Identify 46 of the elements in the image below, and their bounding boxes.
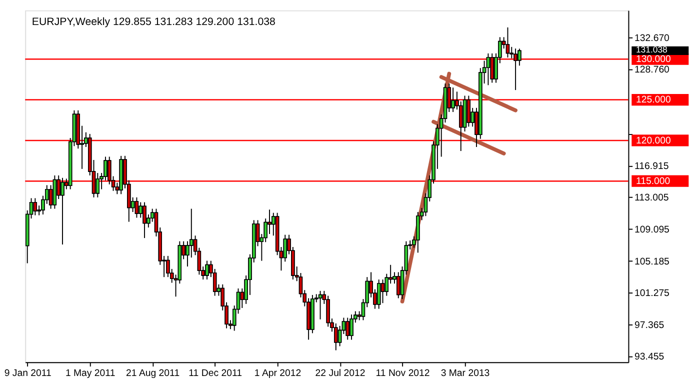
y-tick-label: 109.095 — [634, 224, 670, 236]
x-tick-label: 11 Nov 2012 — [376, 368, 430, 380]
candlestick — [380, 279, 385, 304]
y-tick-label: 132.670 — [634, 32, 670, 44]
y-tick-label: 116.915 — [634, 160, 669, 172]
x-tick-label: 11 Dec 2011 — [188, 368, 242, 380]
x-tick-label: 22 Jul 2012 — [315, 368, 366, 380]
candlestick — [33, 198, 38, 216]
y-tick-label: 93.455 — [634, 352, 664, 363]
candlestick — [396, 272, 400, 299]
ref-line-label: 120.000 — [636, 135, 671, 146]
candlestick — [60, 177, 64, 246]
ref-line-label: 130.000 — [636, 54, 671, 66]
candlestick — [377, 279, 381, 310]
candlestick — [451, 87, 455, 112]
candlestick — [318, 290, 322, 320]
ref-line-label: 115.000 — [636, 176, 670, 188]
candlestick — [108, 156, 112, 185]
candlestick — [326, 295, 330, 328]
candlestick — [142, 202, 146, 239]
x-tick-label: 21 Aug 2011 — [126, 368, 180, 380]
y-tick-label: 97.365 — [634, 320, 664, 331]
y-tick-label: 101.275 — [634, 288, 670, 300]
y-tick-label: 128.760 — [634, 64, 670, 76]
candlestick — [334, 322, 338, 351]
candlestick — [486, 52, 490, 86]
x-tick-label: 1 Apr 2012 — [254, 368, 302, 380]
candlestick — [346, 317, 350, 340]
chart-title: EURJPY,Weekly 129.855 131.283 129.200 131.038 — [32, 16, 276, 28]
candlestick — [283, 234, 287, 262]
x-tick-label: 9 Jan 2011 — [4, 368, 52, 380]
ref-line-label: 125.000 — [636, 94, 671, 106]
candlestick — [96, 172, 100, 198]
y-tick-label: 105.185 — [634, 256, 670, 268]
y-tick-label: 113.005 — [634, 192, 669, 204]
candlestick — [490, 52, 494, 84]
candlestick — [506, 26, 510, 58]
x-tick-label: 3 Mar 2013 — [440, 368, 490, 380]
candlestick — [514, 48, 518, 91]
candlestick — [466, 95, 471, 128]
candlestick — [205, 260, 209, 280]
x-tick-label: 1 May 2011 — [65, 368, 116, 380]
candlestick — [268, 209, 272, 234]
candlestick — [350, 314, 354, 340]
candlestick — [134, 196, 139, 218]
text: 131.038 — [636, 44, 668, 55]
